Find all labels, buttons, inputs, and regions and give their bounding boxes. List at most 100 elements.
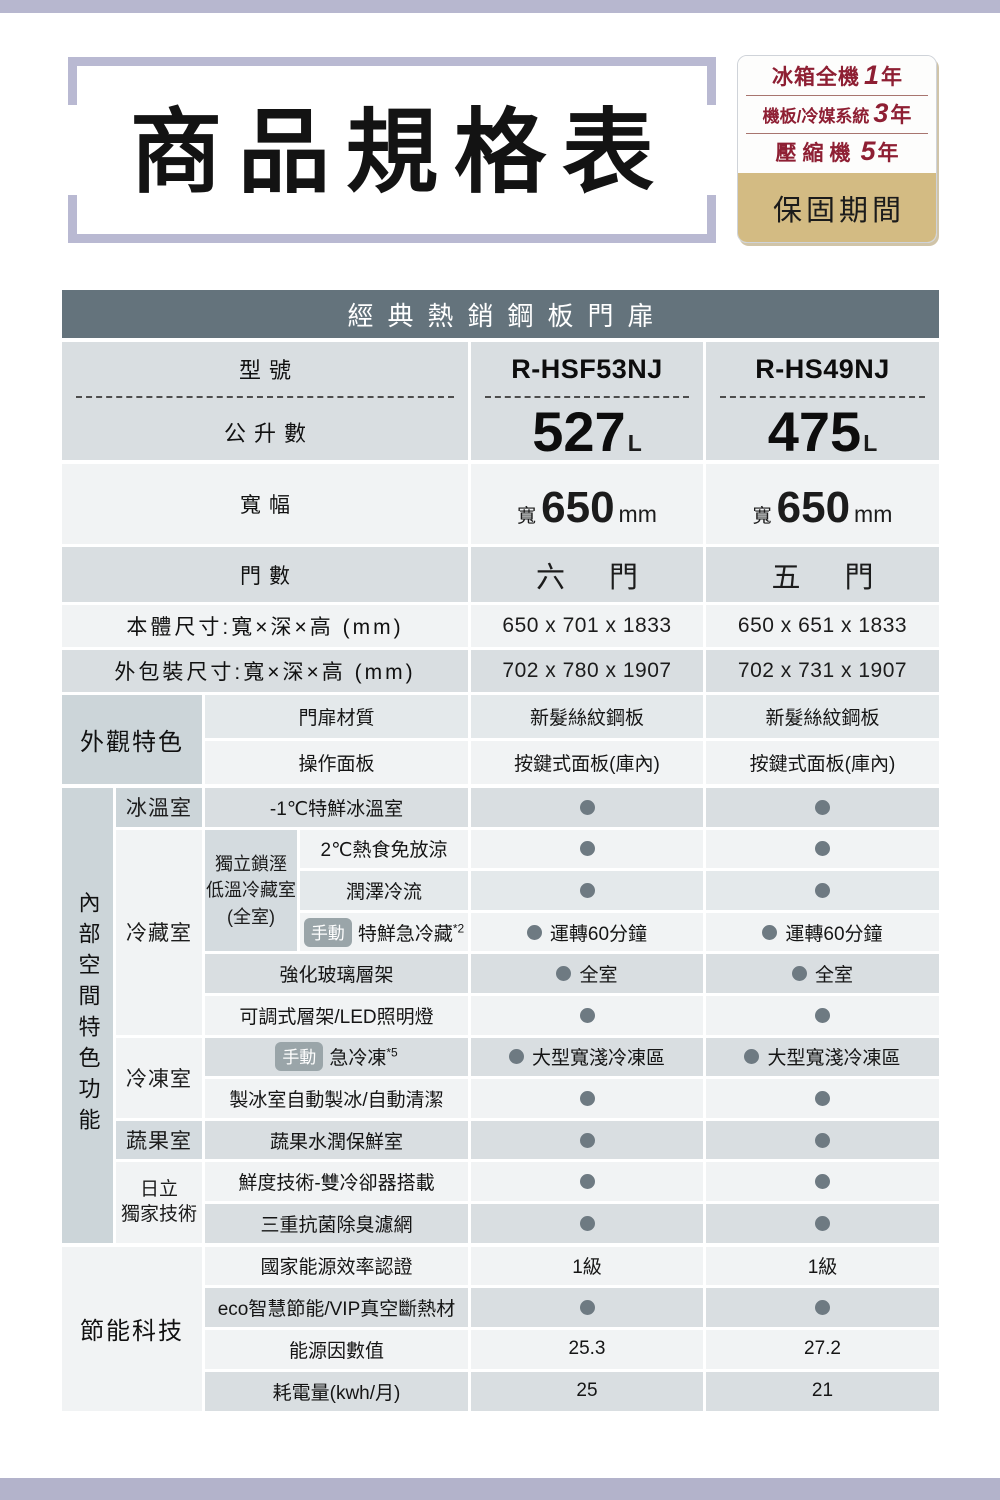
feature-value: 1級 — [471, 1246, 703, 1286]
body-size-row: 本體尺寸:寬×深×高 (mm) 650 x 701 x 1833 650 x 6… — [62, 605, 939, 647]
feature-value — [706, 1079, 939, 1118]
frame-corner — [707, 57, 716, 105]
model-row-label: 型號 — [238, 358, 299, 383]
feature-value: 按鍵式面板(庫內) — [749, 754, 896, 775]
warranty-line: 壓縮機 5 年 — [775, 136, 899, 166]
feature-label: 急冷凍*5 — [329, 1046, 398, 1070]
status-dot-icon — [815, 1090, 830, 1106]
model-column-1: R-HSF53NJ 527 L — [471, 342, 703, 460]
feature-value — [471, 1288, 703, 1328]
body-size-value-2: 650 x 651 x 1833 — [737, 614, 908, 637]
warranty-line: 機板/冷媒系統 3 年 — [746, 96, 928, 134]
feature-label: 門扉材質 — [298, 708, 375, 729]
width-row: 寬幅 寬 650 mm 寬 650 mm — [62, 464, 939, 544]
group-label-hitachi-exclusive: 日立 獨家技術 — [116, 1162, 202, 1243]
doors-value-1: 六 門 — [535, 561, 657, 594]
body-size-value-1: 650 x 701 x 1833 — [502, 614, 672, 637]
width-value-2: 寬 650 mm — [706, 464, 939, 544]
status-dot-icon — [526, 924, 542, 940]
feature-label: 強化玻璃層架 — [279, 965, 394, 987]
feature-value — [471, 1162, 703, 1201]
table-banner: 經典熱銷鋼板門扉 — [62, 290, 939, 338]
feature-label: 耗電量(kwh/月) — [272, 1382, 401, 1404]
feature-label: 製冰室自動製冰/自動清潔 — [229, 1089, 444, 1111]
feature-value: 27.2 — [706, 1330, 939, 1369]
energy-section-label: 節能科技 — [80, 1318, 184, 1346]
status-dot-icon — [579, 1300, 595, 1316]
status-dot-icon — [579, 1174, 595, 1190]
feature-label: 三重抗菌除臭濾網 — [260, 1214, 413, 1236]
feature-label: 能源因數值 — [288, 1340, 384, 1362]
status-dot-icon — [744, 1049, 760, 1065]
package-size-value-1: 702 x 780 x 1907 — [502, 659, 672, 682]
feature-value — [471, 1079, 703, 1118]
feature-label: 鮮度技術-雙冷卻器搭載 — [238, 1173, 435, 1195]
manual-badge: 手動 — [303, 917, 352, 947]
feature-label: 蔬果水潤保鮮室 — [269, 1131, 403, 1153]
manual-badge: 手動 — [275, 1042, 324, 1072]
feature-value: 運轉60分鐘 — [471, 912, 703, 952]
frame-border-top — [68, 57, 716, 66]
doors-label: 門數 — [240, 564, 298, 588]
interior-section-label: 內部空間特色功能 — [75, 891, 101, 1140]
model-block: 型號 公升數 R-HSF53NJ 527 L R-HS49NJ 475 L — [62, 342, 939, 460]
doors-value-2: 五 門 — [771, 561, 892, 594]
feature-value — [706, 1120, 939, 1160]
bottom-accent-bar — [0, 1478, 1000, 1500]
warranty-caption: 保固期間 — [772, 194, 905, 227]
feature-value — [706, 1162, 939, 1201]
warranty-caption-panel: 保固期間 — [738, 173, 936, 242]
warranty-terms: 冰箱全機 1 年 機板/冷媒系統 3 年 壓縮機 5 年 — [738, 56, 936, 173]
status-dot-icon — [815, 1174, 830, 1190]
status-dot-icon — [791, 966, 807, 982]
feature-value: 25.3 — [471, 1330, 703, 1369]
feature-value: 運轉60分鐘 — [706, 912, 939, 952]
status-dot-icon — [815, 882, 830, 898]
feature-value — [706, 829, 939, 869]
feature-value — [471, 995, 703, 1035]
model-name: R-HSF53NJ — [511, 353, 663, 384]
feature-value: 全室 — [706, 954, 939, 993]
top-accent-bar — [0, 0, 1000, 13]
status-dot-icon — [579, 841, 595, 857]
status-dot-icon — [579, 799, 595, 815]
interior-section: 內部空間特色功能 冰溫室 -1℃特鮮冰溫室 冷藏室 獨立鎖溼 低溫冷藏室 (全室… — [62, 788, 939, 1243]
feature-value — [706, 1288, 939, 1328]
liters-value: 527 L — [532, 400, 642, 463]
status-dot-icon — [815, 841, 830, 857]
footnote-marker: *5 — [386, 1046, 398, 1061]
feature-value — [471, 871, 703, 910]
status-dot-icon — [556, 966, 572, 982]
feature-value: 按鍵式面板(庫內) — [514, 754, 660, 775]
appearance-section: 外觀特色 門扉材質 新髮絲紋鋼板 新髮絲紋鋼板 操作面板 按鍵式面板(庫內) 按… — [62, 695, 939, 784]
liters-row-label: 公升數 — [223, 421, 314, 446]
feature-value — [706, 871, 939, 910]
package-size-row: 外包裝尺寸:寬×深×高 (mm) 702 x 780 x 1907 702 x … — [62, 650, 939, 692]
group-label-ice: 冰溫室 — [126, 797, 192, 821]
warranty-line: 冰箱全機 1 年 — [746, 58, 928, 96]
status-dot-icon — [815, 799, 830, 815]
status-dot-icon — [579, 1132, 595, 1148]
feature-value: 大型寬淺冷凍區 — [706, 1037, 939, 1077]
feature-value — [471, 829, 703, 869]
feature-value — [706, 1203, 939, 1243]
feature-label: eco智慧節能/VIP真空斷熱材 — [217, 1299, 456, 1321]
status-dot-icon — [579, 1090, 595, 1106]
feature-value — [706, 788, 939, 827]
status-dot-icon — [815, 1300, 830, 1316]
feature-value — [471, 1120, 703, 1160]
frame-corner — [68, 57, 77, 105]
status-dot-icon — [815, 1007, 830, 1023]
feature-value — [706, 995, 939, 1035]
feature-label: 操作面板 — [298, 754, 375, 775]
status-dot-icon — [508, 1049, 524, 1065]
feature-label: 特鮮急冷藏*2 — [357, 921, 465, 945]
title-frame: 商品規格表 — [68, 57, 716, 243]
feature-value: 1級 — [706, 1246, 939, 1286]
feature-value: 21 — [706, 1371, 939, 1411]
appearance-section-label: 外觀特色 — [80, 729, 184, 756]
footnote-marker: *2 — [452, 921, 465, 936]
package-size-label: 外包裝尺寸:寬×深×高 (mm) — [114, 661, 416, 684]
feature-value: 全室 — [471, 954, 703, 993]
frame-corner — [68, 195, 77, 243]
